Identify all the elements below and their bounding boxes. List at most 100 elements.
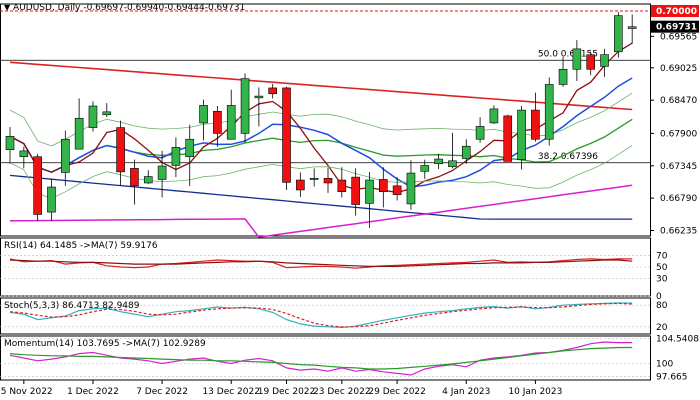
candle-body (240, 78, 250, 134)
candle-body (143, 176, 153, 184)
stoch-panel: 80 20 Stoch(5,3,3) 86.4713 82.9489 (0, 297, 668, 335)
stoch-series-line (9, 302, 633, 328)
momentum-tick-label: 100 (656, 360, 673, 370)
candle-body (475, 126, 485, 140)
price-tick-label: 0.66790 (660, 194, 697, 204)
price-tick-label: 0.69025 (660, 64, 697, 74)
rsi-tick-label: 50 (656, 263, 668, 273)
candle-body (323, 177, 333, 184)
candle-body (489, 108, 499, 124)
stoch-frame (0, 297, 651, 335)
momentum-panel: 104.5408 100 97.665 Momentum(14) 103.7695 -… (0, 335, 699, 382)
momentum-tick-label: 97.665 (656, 372, 688, 382)
candle-body (74, 117, 84, 150)
candle-body (226, 105, 236, 140)
date-tick-label: 29 Dec 2022 (368, 387, 426, 397)
current-price-badge (651, 20, 699, 33)
rsi-tick-label: 70 (656, 251, 668, 261)
chart-header: ▼ AUDUSD, Daily -0.69697-0.69940-0.69444… (4, 3, 246, 13)
candle-body (461, 145, 471, 159)
candle-body (199, 105, 208, 124)
fib-level-label: 50.0 0.69155 (538, 49, 598, 59)
price-panel: 0.69565 0.69025 0.68470 0.67900 0.67345 0.667… (0, 3, 699, 239)
candle-body (406, 172, 416, 205)
candle-body (88, 105, 98, 128)
date-tick-label: 19 Dec 2022 (258, 387, 316, 397)
date-tick-label: 7 Dec 2022 (136, 387, 188, 397)
candle-body (282, 87, 291, 183)
candle-body (254, 95, 264, 99)
momentum-series-line (9, 346, 633, 370)
candle-body (19, 150, 29, 158)
rsi-title: RSI(14) 64.1485 ->MA(7) 59.9176 (4, 241, 158, 251)
candle-body (185, 138, 195, 158)
candle-body (544, 84, 554, 140)
candle-body (434, 158, 443, 165)
stoch-tick-label: 20 (656, 323, 668, 333)
price-tick-label: 0.67900 (660, 129, 697, 139)
rsi-panel: 70 50 30 0 RSI(14) 64.1485 ->MA(7) 59.9176 (0, 237, 668, 302)
collapse-triangle-icon[interactable]: ▼ (4, 3, 11, 12)
candle-body (102, 111, 112, 116)
candle-body (268, 87, 277, 95)
ma-red-line (9, 61, 633, 111)
current-price-label: 0.69731 (656, 23, 697, 33)
candle-body (572, 48, 582, 70)
resistance-price-badge (651, 4, 699, 17)
candle-body (309, 177, 319, 180)
momentum-tick-label: 104.5408 (656, 335, 699, 345)
rsi-series-line (9, 259, 633, 267)
date-tick-label: 25 Nov 2022 (0, 387, 53, 397)
candle-body (420, 165, 430, 172)
stoch-series-line (9, 302, 633, 329)
bollinger-lower-line (9, 145, 633, 199)
date-tick-label: 13 Dec 2022 (202, 387, 260, 397)
price-tick-label: 0.68470 (660, 96, 697, 106)
date-tick-label: 23 Dec 2022 (313, 387, 371, 397)
candle-body (157, 165, 167, 180)
candle-body (392, 185, 402, 195)
price-tick-label: 0.69565 (660, 32, 697, 42)
candle-body (337, 179, 347, 192)
candle-body (296, 179, 305, 191)
ohlc-readout: -0.69697-0.69940-0.69444-0.69731 (83, 3, 246, 13)
date-tick-label: 10 Jan 2023 (508, 387, 562, 397)
candle-body (517, 109, 526, 160)
candle-body (130, 168, 139, 187)
timeframe-label: Daily (57, 3, 81, 13)
candle-body (614, 15, 623, 53)
symbol-label: AUDUSD (13, 3, 52, 13)
candle-body (171, 147, 181, 166)
candle-body (558, 68, 568, 85)
ma-navy-line (9, 174, 633, 220)
candle-body (531, 109, 540, 140)
date-tick-label: 4 Jan 2023 (442, 387, 490, 397)
candle-body (33, 156, 42, 215)
ma-magenta-line (9, 184, 633, 239)
candle-body (586, 54, 595, 70)
candle-body (213, 110, 222, 134)
bollinger-upper-line (9, 92, 633, 147)
candle-body (600, 54, 609, 67)
ma-darkred-line (9, 42, 633, 194)
candle-body (503, 115, 513, 162)
candle-body (448, 160, 457, 167)
candle-body (379, 179, 388, 192)
candle-body (5, 136, 15, 151)
momentum-frame (0, 335, 651, 381)
rsi-tick-label: 0 (656, 292, 662, 302)
momentum-title: Momentum(14) 103.7695 ->MA(7) 102.9289 (4, 339, 206, 349)
rsi-tick-label: 30 (656, 275, 668, 285)
price-tick-label: 0.66235 (660, 226, 697, 236)
date-tick-label: 1 Dec 2022 (67, 387, 119, 397)
candle-body (116, 127, 125, 173)
date-axis: 25 Nov 2022 1 Dec 2022 7 Dec 2022 13 Dec 20… (0, 380, 562, 397)
candle-body (365, 179, 374, 204)
stoch-title: Stoch(5,3,3) 86.4713 82.9489 (4, 301, 140, 311)
candle-body (47, 186, 56, 213)
ma-blue-line (9, 77, 633, 188)
resistance-price-label: 0.70000 (656, 7, 697, 17)
candle-body (627, 26, 637, 29)
candle-body (61, 138, 70, 173)
